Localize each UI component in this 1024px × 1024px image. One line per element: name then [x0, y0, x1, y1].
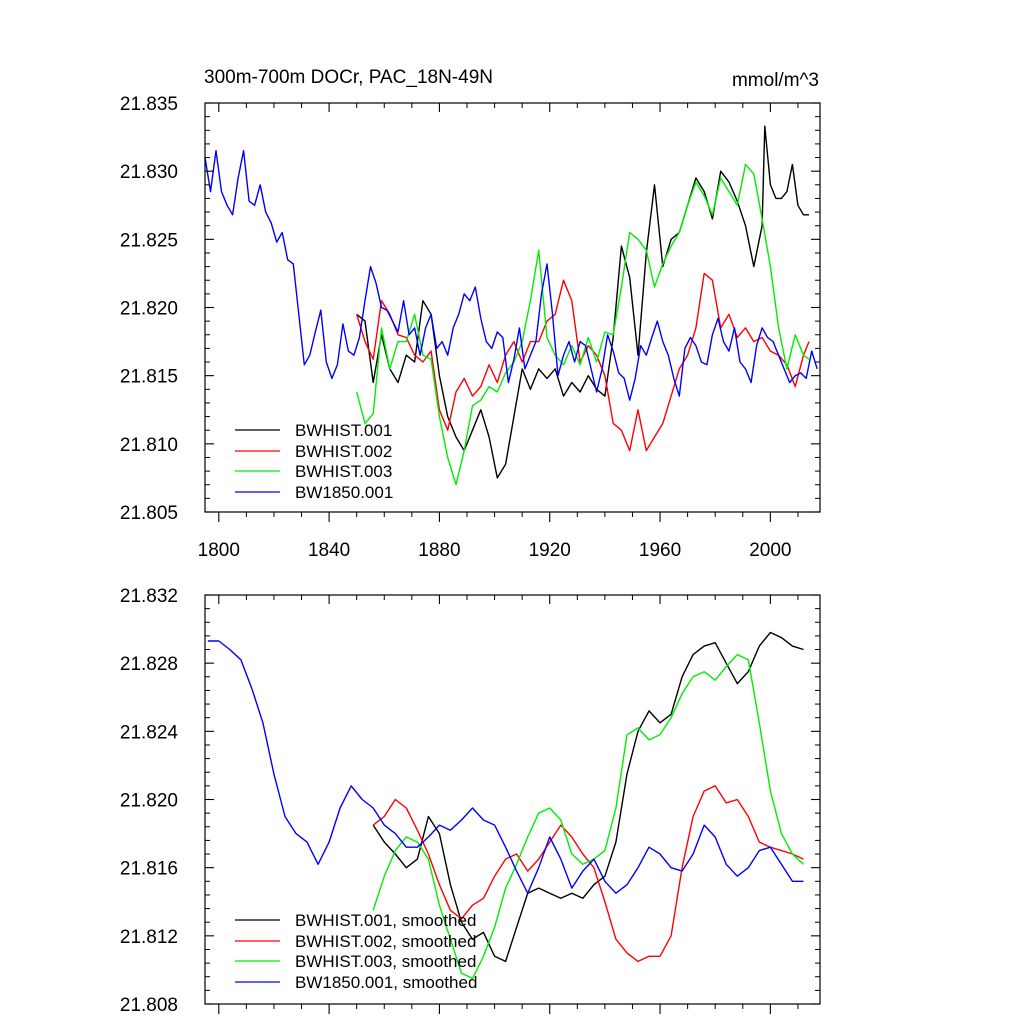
top-series-bw1850-001 [204, 149, 818, 401]
legend-label-bwhist-003-smoothed: BWHIST.003, smoothed [295, 952, 476, 971]
top-y-tick-label: 21.830 [120, 162, 178, 183]
chart-title: 300m-700m DOCr, PAC_18N-49N [204, 67, 493, 88]
top-x-tick-label: 1960 [639, 540, 681, 561]
top-x-tick-label: 2000 [749, 540, 791, 561]
top-y-tick-label: 21.825 [120, 230, 178, 251]
legend-label-bw1850-001-smoothed: BW1850.001, smoothed [295, 973, 477, 992]
top-y-tick-label: 21.815 [120, 367, 178, 388]
top-y-tick-label: 21.835 [120, 94, 178, 115]
legend-label-bw1850-001: BW1850.001 [295, 483, 393, 502]
top-y-tick-label: 21.820 [120, 299, 178, 320]
bottom-series-bwhist-003-smoothed [372, 653, 804, 980]
bottom-axis-ticks: 21.808 21.812 21.816 21.820 21.824 21.828 21.8… [120, 586, 820, 1016]
bottom-y-tick-label: 21.816 [120, 859, 178, 880]
top-y-tick-label: 21.810 [120, 435, 178, 456]
top-x-tick-label: 1880 [418, 540, 460, 561]
bottom-panel: 21.808 21.812 21.816 21.820 21.824 21.828 21.8… [120, 586, 821, 1016]
bottom-series-bwhist-001-smoothed [372, 631, 804, 963]
bottom-legend: BWHIST.001, smoothed BWHIST.002, smoothe… [235, 911, 477, 992]
bottom-y-tick-label: 21.832 [120, 586, 178, 607]
top-axis-ticks: 21.805 21.810 21.815 21.820 21.825 21.830 21.8… [120, 94, 820, 561]
top-series-bwhist-002 [356, 272, 810, 452]
bottom-y-tick-label: 21.808 [120, 995, 178, 1016]
top-series-bwhist-001 [356, 125, 809, 479]
legend-label-bwhist-002: BWHIST.002 [295, 442, 392, 461]
bottom-series-bw1850-001-smoothed [207, 640, 804, 894]
top-plot-area [204, 125, 818, 486]
bottom-y-tick-label: 21.824 [120, 722, 179, 743]
legend-label-bwhist-001: BWHIST.001 [295, 421, 392, 440]
bottom-y-tick-label: 21.828 [120, 654, 178, 675]
chart-units: mmol/m^3 [732, 70, 819, 91]
legend-label-bwhist-002-smoothed: BWHIST.002, smoothed [295, 932, 476, 951]
top-legend: BWHIST.001 BWHIST.002 BWHIST.003 BW1850.… [235, 421, 393, 502]
top-x-tick-label: 1800 [198, 540, 240, 561]
top-y-tick-label: 21.805 [120, 503, 178, 524]
legend-label-bwhist-001-smoothed: BWHIST.001, smoothed [295, 911, 476, 930]
legend-label-bwhist-003: BWHIST.003 [295, 462, 392, 481]
bottom-y-tick-label: 21.812 [120, 927, 178, 948]
bottom-series-bwhist-002-smoothed [372, 785, 804, 963]
top-series-bwhist-003 [356, 163, 810, 486]
top-x-tick-label: 1920 [529, 540, 571, 561]
bottom-plot-area [207, 631, 804, 980]
top-x-tick-label: 1840 [308, 540, 350, 561]
bottom-y-tick-label: 21.820 [120, 791, 178, 812]
top-panel: 21.805 21.810 21.815 21.820 21.825 21.830 21.8… [120, 94, 821, 561]
